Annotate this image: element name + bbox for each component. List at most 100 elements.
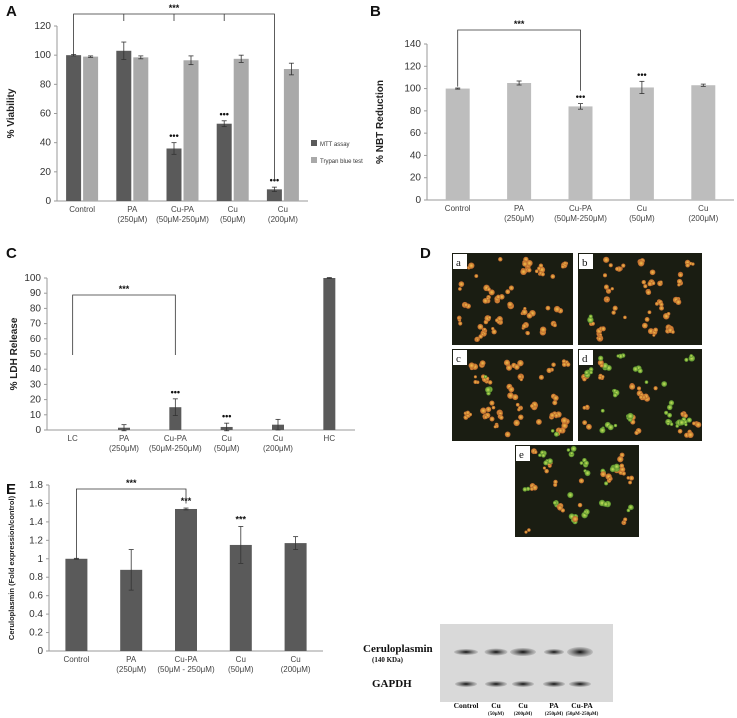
cell-mark [584,470,591,477]
cell-mark [619,463,625,469]
cell-mark [504,431,511,438]
cell-mark [653,327,658,333]
cell-mark [676,278,683,285]
cell-mark [553,305,561,313]
y-tick-label: 20 [410,173,422,184]
cell-mark [552,400,558,406]
cell-mark [491,327,495,331]
cell-mark [577,502,583,508]
blot-membrane [440,624,613,702]
bar [629,87,654,200]
cell-mark [677,283,681,287]
bracket-label: *** [514,19,525,29]
y-tick-label: 80 [410,106,422,117]
legend-label-mtt: MTT assay [320,142,350,148]
x-tick-sublabel: (50μM-250μM) [149,444,202,453]
blot-lane-sublabel: (250μM) [545,712,564,717]
cell-mark [586,423,592,430]
chart-b-nbt-reduction: 0 20 40 60 80 100 120 140 % NBT Reduction Control… [375,19,734,223]
panel-d-micrographs: a b c d e [452,253,702,537]
x-tick-sublabel: (250μM) [117,215,147,224]
bar [166,148,182,201]
bar [233,58,249,201]
y-tick-label: 100 [34,50,51,61]
x-tick-sublabel: (50μM - 250μM) [157,665,215,674]
x-tick-label: HC [324,434,336,443]
cell-mark [507,392,514,399]
cell-mark [666,404,673,411]
micrograph-e: e [515,445,639,537]
legend-swatch-mtt [311,140,317,146]
ceruloplasmin-band [567,647,593,657]
cell-mark [582,420,588,426]
micrograph-label-b: b [582,257,588,269]
cell-mark [613,463,620,470]
cell-mark [483,415,488,420]
cell-mark [644,380,649,384]
bar [568,106,593,200]
y-tick-label: 50 [30,349,42,360]
y-tick-label: 60 [40,109,52,120]
cell-mark [600,471,607,478]
y-tick-label: 40 [40,138,52,149]
bar [83,56,99,201]
cell-mark [525,331,530,336]
y-tick-label: 0 [35,425,41,436]
cell-mark [529,487,534,491]
cell-mark [506,364,513,371]
blot-protein-label: Ceruloplasmin [363,643,433,655]
cell-mark [479,360,486,367]
significance-bracket [72,294,176,355]
x-tick-sublabel: (200μM) [263,444,293,453]
x-tick-sublabel: (200μM) [281,665,311,674]
cell-mark [637,368,643,374]
cell-mark [659,280,663,284]
cell-mark [639,395,644,400]
cell-mark [641,322,648,329]
cell-mark [582,405,587,410]
cell-mark [588,367,594,372]
bracket-label: *** [126,478,137,488]
cell-mark [584,370,589,375]
cell-mark [533,450,538,454]
panel-label-a: A [6,3,17,20]
cell-mark [583,460,589,466]
y-tick-label: 140 [404,39,421,50]
cell-mark [601,362,609,370]
y-tick-label: 100 [404,84,421,95]
y-axis-title: % LDH Release [9,317,20,390]
significance-bracket [457,29,581,91]
y-tick-label: 40 [30,364,42,375]
cell-mark [632,366,639,372]
x-tick-label: PA [127,205,138,214]
cell-mark [603,256,610,263]
chart-e-ceruloplasmin: 0 0.2 0.4 0.6 0.8 1 1.2 1.4 1.6 1.8 Ceruloplasmin … [7,478,323,674]
x-tick-label: LC [68,434,78,443]
x-tick-sublabel: (250μM) [109,444,139,453]
cell-mark [468,262,475,269]
cell-mark [458,287,462,291]
cell-mark [603,284,609,290]
cell-mark [508,386,515,393]
gapdh-band [455,681,477,687]
blot-lane-label: PA [549,701,559,710]
cell-mark [521,323,527,329]
cell-mark [520,268,527,276]
cell-mark [542,466,546,470]
cell-mark [666,422,670,426]
cell-mark [474,274,479,278]
cell-mark [489,416,495,422]
x-tick-label: PA [514,204,525,213]
cell-mark [628,504,634,510]
significance-marker: ••• [576,92,585,102]
blot-size-label: (140 KDa) [372,656,404,664]
cell-mark [480,407,487,414]
ceruloplasmin-band [454,649,478,655]
cell-mark [554,413,559,418]
cell-mark [623,315,627,320]
cell-mark [645,289,652,296]
y-tick-label: 120 [34,21,51,32]
y-tick-label: 80 [30,303,42,314]
cell-mark [478,334,483,339]
cell-mark [505,289,511,295]
